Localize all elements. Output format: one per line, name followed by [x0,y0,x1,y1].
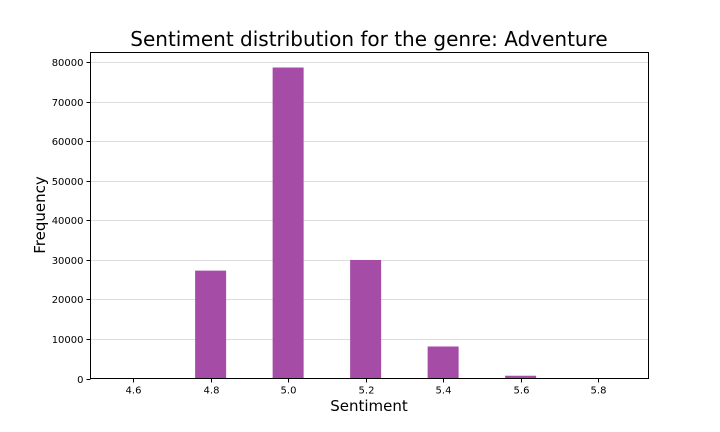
x-axis-label: Sentiment [330,397,408,415]
bar [350,259,382,379]
y-tick-label: 60000 [52,137,84,148]
y-tick-label: 70000 [52,98,84,109]
chart-title: Sentiment distribution for the genre: Ad… [130,27,607,51]
bar [195,270,227,379]
plot-frame [90,52,649,379]
x-tick-label: 5.0 [281,386,297,397]
y-tick-label: 80000 [52,58,84,69]
y-tick-label: 10000 [52,335,84,346]
y-tick-label: 20000 [52,295,84,306]
x-tick-label: 5.4 [436,386,452,397]
y-tick-label: 30000 [52,256,84,267]
y-axis-label: Frequency [31,176,49,254]
x-tick-label: 5.8 [591,386,607,397]
x-tick-label: 4.8 [204,386,220,397]
x-axis: 4.6 4.8 5.0 5.2 5.4 5.6 5.8 [126,378,607,397]
bar [505,375,537,379]
x-tick-label: 5.6 [514,386,530,397]
y-tick-label: 0 [77,375,83,386]
bar [272,67,304,379]
y-axis: 0 10000 20000 30000 40000 50000 60000 70000 8000… [52,58,91,386]
y-tick-label: 50000 [52,177,84,188]
bar [427,346,459,379]
x-tick-label: 4.6 [126,386,142,397]
y-tick-label: 40000 [52,216,84,227]
x-tick-label: 5.2 [359,386,375,397]
bars [195,67,537,379]
